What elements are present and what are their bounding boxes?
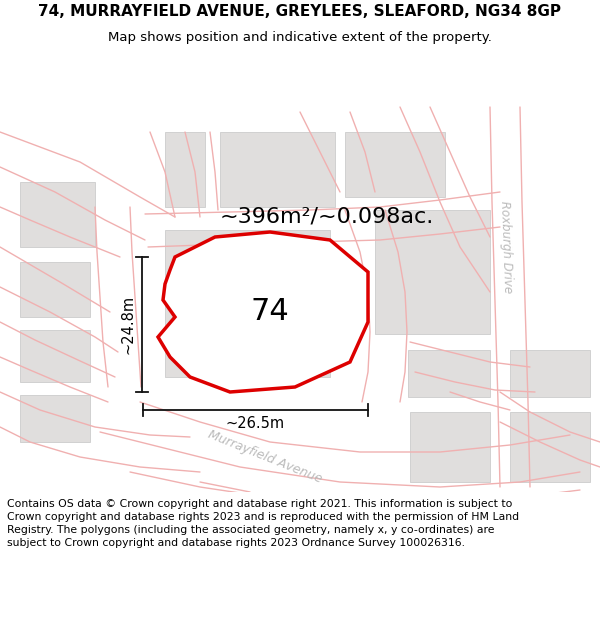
Text: Contains OS data © Crown copyright and database right 2021. This information is : Contains OS data © Crown copyright and d… [7, 499, 520, 548]
Text: ~24.8m: ~24.8m [121, 295, 136, 354]
Polygon shape [165, 230, 330, 377]
Polygon shape [20, 262, 90, 317]
Polygon shape [408, 350, 490, 397]
Polygon shape [410, 412, 490, 482]
Polygon shape [20, 395, 90, 442]
Polygon shape [20, 330, 90, 382]
Text: Murrayfield Avenue: Murrayfield Avenue [206, 428, 324, 486]
Polygon shape [375, 210, 490, 334]
Text: ~26.5m: ~26.5m [226, 416, 285, 431]
Text: ~396m²/~0.098ac.: ~396m²/~0.098ac. [220, 207, 434, 227]
Polygon shape [158, 232, 368, 392]
Text: 74, MURRAYFIELD AVENUE, GREYLEES, SLEAFORD, NG34 8GP: 74, MURRAYFIELD AVENUE, GREYLEES, SLEAFO… [38, 4, 562, 19]
Text: 74: 74 [251, 298, 289, 326]
Polygon shape [510, 412, 590, 482]
Polygon shape [510, 350, 590, 397]
Polygon shape [20, 182, 95, 247]
Text: Map shows position and indicative extent of the property.: Map shows position and indicative extent… [108, 31, 492, 44]
Polygon shape [165, 132, 205, 207]
Text: Roxburgh Drive: Roxburgh Drive [498, 201, 514, 293]
Polygon shape [220, 132, 335, 207]
Polygon shape [345, 132, 445, 197]
